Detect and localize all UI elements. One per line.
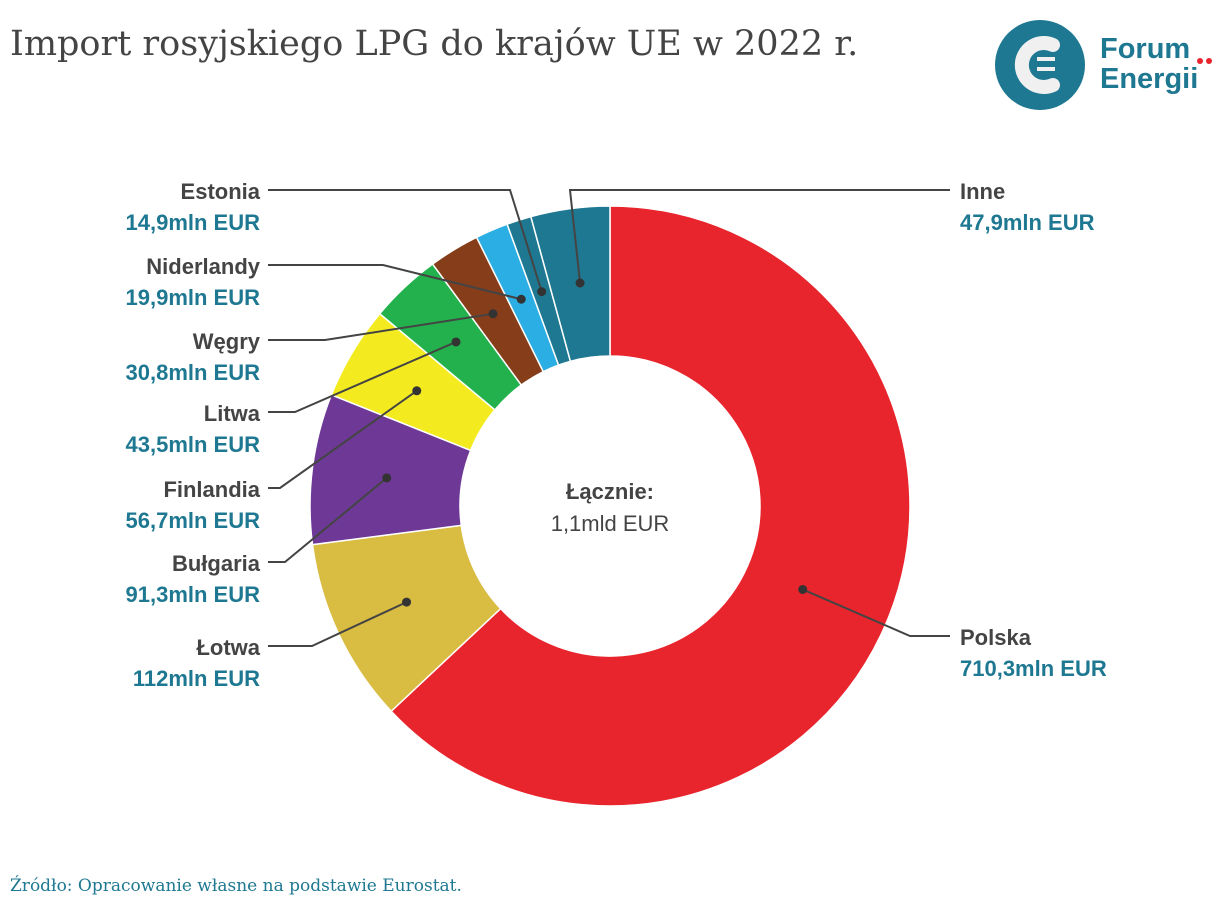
slice-name: Węgry <box>192 329 260 354</box>
slice-label-niderlandy: Niderlandy 19,9mln EUR <box>126 251 261 313</box>
leader-dot-finlandia <box>412 386 422 396</box>
slice-name: Inne <box>960 179 1006 204</box>
logo-line2: Energii <box>1100 63 1199 95</box>
center-label: Łącznie: <box>565 479 655 504</box>
slice-value: 91,3mln EUR <box>125 582 261 607</box>
slice-value: 19,9mln EUR <box>125 285 261 310</box>
leader-line-łotwa <box>268 601 407 647</box>
forum-energii-logo <box>995 20 1085 110</box>
leader-dot-polska <box>798 584 808 594</box>
leader-dot-niderlandy <box>516 294 526 304</box>
slice-name: Estonia <box>180 179 260 204</box>
slice-label-finlandia: Finlandia 56,7mln EUR <box>126 474 261 536</box>
leader-line-finlandia <box>268 389 418 489</box>
slice-value: 43,5mln EUR <box>125 432 261 457</box>
leader-dot-inne <box>575 278 585 288</box>
leader-dot-łotwa <box>402 597 412 607</box>
source-note: Źródło: Opracowanie własne na podstawie … <box>10 876 462 896</box>
slice-value: 710,3mln EUR <box>960 656 1107 681</box>
slice-name: Bułgaria <box>171 551 260 576</box>
slice-label-łotwa: Łotwa 112mln EUR <box>133 632 260 694</box>
slice-value: 112mln EUR <box>132 666 260 691</box>
slice-value: 30,8mln EUR <box>125 360 261 385</box>
slice-label-polska: Polska 710,3mln EUR <box>960 622 1107 684</box>
slice-label-estonia: Estonia 14,9mln EUR <box>126 176 261 238</box>
leader-line-estonia <box>268 189 543 292</box>
slice-label-litwa: Litwa 43,5mln EUR <box>126 398 261 460</box>
slice-name: Niderlandy <box>146 254 260 279</box>
slice-name: Litwa <box>203 401 260 426</box>
slice-value: 47,9mln EUR <box>960 210 1095 235</box>
slice-value: 14,9mln EUR <box>125 210 261 235</box>
center-total: Łącznie: 1,1mld EUR <box>510 476 710 540</box>
logo-line1: Forum <box>1100 33 1191 65</box>
slice-name: Finlandia <box>163 477 260 502</box>
leader-dot-litwa <box>451 337 461 347</box>
slice-label-inne: Inne 47,9mln EUR <box>960 176 1095 238</box>
slice-inne <box>529 205 611 363</box>
slice-polska <box>390 205 911 807</box>
leader-dot-węgry <box>488 309 498 319</box>
slice-label-bułgaria: Bułgaria 91,3mln EUR <box>126 548 261 610</box>
leader-line-węgry <box>268 312 494 341</box>
leader-line-polska <box>802 588 950 637</box>
chart-title: Import rosyjskiego LPG do krajów UE w 20… <box>10 24 859 64</box>
leader-dot-bułgaria <box>382 473 392 483</box>
center-value: 1,1mld EUR <box>550 511 670 536</box>
logo-text: Forum Energii <box>1100 34 1198 94</box>
leader-line-litwa <box>268 341 457 413</box>
leader-line-niderlandy <box>268 264 522 301</box>
slice-name: Łotwa <box>196 635 260 660</box>
slice-name: Polska <box>960 625 1031 650</box>
leader-dot-estonia <box>537 287 547 297</box>
slice-value: 56,7mln EUR <box>125 508 261 533</box>
leader-line-inne <box>568 189 950 284</box>
logo-dots <box>1197 58 1212 64</box>
leader-line-bułgaria <box>268 477 388 563</box>
slice-label-węgry: Węgry 30,8mln EUR <box>126 326 261 388</box>
